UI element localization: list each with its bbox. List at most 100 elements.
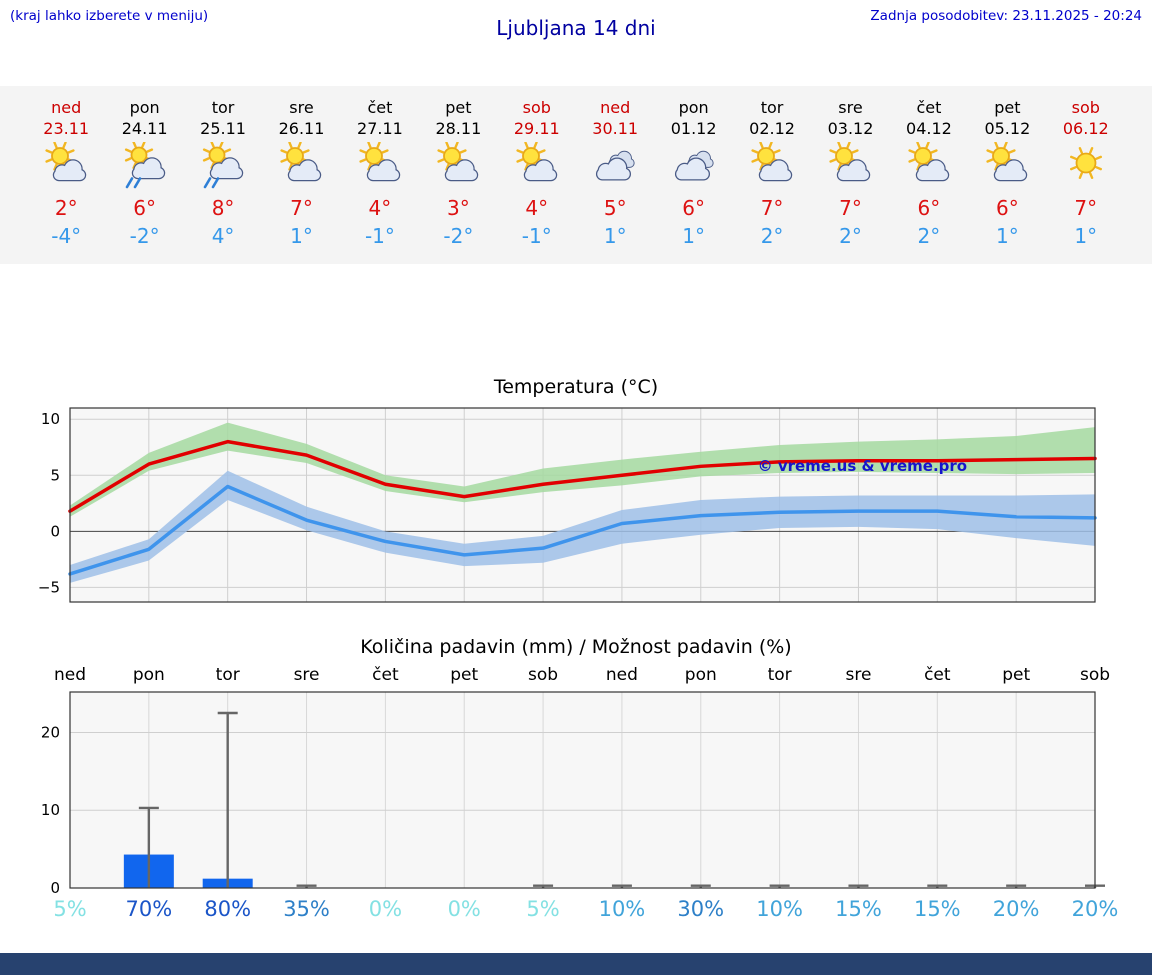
day-max-temp: 4° <box>525 196 549 220</box>
forecast-day[interactable]: tor 02.12 7° 2° <box>733 98 811 248</box>
precip-day-label: sre <box>845 665 871 685</box>
precip-probability: 20% <box>1072 897 1119 921</box>
watermark-link[interactable]: © vreme.us & vreme.pro <box>758 457 968 475</box>
day-max-temp: 5° <box>603 196 627 220</box>
day-min-temp: 1° <box>603 224 627 248</box>
precip-day-label: čet <box>372 665 399 685</box>
temperature-chart: Temperatura (°C) −5 0 5 10 © vreme.us & vrem… <box>0 376 1152 614</box>
day-name: sob <box>522 98 551 117</box>
forecast-days-grid: ned 23.11 2° -4° pon 24.11 6° -2° tor 25.11 8° 4° sr… <box>27 98 1125 248</box>
day-name: pon <box>678 98 709 117</box>
precip-probability: 30% <box>677 897 724 921</box>
partly-cloudy-icon <box>733 140 811 192</box>
day-max-temp: 7° <box>1074 196 1098 220</box>
precip-probability: 5% <box>526 897 559 921</box>
forecast-day[interactable]: sob 29.11 4° -1° <box>498 98 576 248</box>
day-min-temp: -4° <box>51 224 82 248</box>
day-min-temp: 1° <box>682 224 705 248</box>
day-date: 03.12 <box>827 119 874 138</box>
partly-cloudy-icon <box>498 140 576 192</box>
day-max-temp: 8° <box>211 196 235 220</box>
day-date: 27.11 <box>357 119 403 138</box>
day-min-temp: 1° <box>1074 224 1098 248</box>
last-update-text: Zadnja posodobitev: 23.11.2025 - 20:24 <box>870 8 1142 24</box>
precip-probability: 15% <box>835 897 882 921</box>
day-date: 06.12 <box>1062 119 1109 138</box>
precipitation-chart-canvas: ned pon tor sre čet pet sob ned pon tor sre čet pet s… <box>41 665 1119 921</box>
precip-day-label: pon <box>685 665 717 685</box>
min-temp-range-band <box>70 470 1095 583</box>
forecast-day[interactable]: pet 28.11 3° -2° <box>419 98 497 248</box>
day-name: čet <box>916 98 942 117</box>
day-name: pet <box>994 98 1021 117</box>
forecast-day[interactable]: ned 23.11 2° -4° <box>27 98 105 248</box>
day-date: 25.11 <box>200 119 246 138</box>
precipitation-chart: Količina padavin (mm) / Možnost padavin … <box>0 636 1152 924</box>
forecast-day[interactable]: sre 26.11 7° 1° <box>262 98 340 248</box>
partly-cloudy-icon <box>968 140 1046 192</box>
plot-border <box>69 407 1096 603</box>
day-name: sre <box>289 98 314 117</box>
rain-icon <box>184 140 262 192</box>
day-name: ned <box>600 98 631 117</box>
day-date: 30.11 <box>592 119 639 138</box>
forecast-day[interactable]: pet 05.12 6° 1° <box>968 98 1046 248</box>
day-min-temp: 1° <box>995 224 1019 248</box>
forecast-day[interactable]: sre 03.12 7° 2° <box>811 98 889 248</box>
rain-icon <box>105 140 183 192</box>
precip-day-label: sre <box>294 665 320 685</box>
day-max-temp: 6° <box>133 196 156 220</box>
day-max-temp: 4° <box>368 196 392 220</box>
day-max-temp: 7° <box>290 196 313 220</box>
day-min-temp: -2° <box>443 224 474 248</box>
day-date: 05.12 <box>984 119 1031 138</box>
partly-cloudy-icon <box>27 140 105 192</box>
partly-cloudy-icon <box>811 140 889 192</box>
day-date: 24.11 <box>121 119 168 138</box>
day-min-temp: 1° <box>290 224 313 248</box>
precip-day-label: sob <box>1080 665 1110 685</box>
precip-probability: 80% <box>204 897 251 921</box>
day-name: tor <box>760 98 784 117</box>
day-max-temp: 6° <box>682 196 705 220</box>
day-name: tor <box>211 98 235 117</box>
y-tick-label: 10 <box>41 410 60 428</box>
day-date: 29.11 <box>513 119 560 138</box>
precip-probability: 0% <box>448 897 481 921</box>
forecast-day[interactable]: ned 30.11 5° 1° <box>576 98 654 248</box>
day-name: sre <box>838 98 863 117</box>
precip-day-label: pet <box>1002 665 1030 685</box>
forecast-day[interactable]: pon 01.12 6° 1° <box>654 98 732 248</box>
forecast-day[interactable]: pon 24.11 6° -2° <box>105 98 183 248</box>
page-title: Ljubljana 14 dni <box>496 16 656 40</box>
day-name: pon <box>129 98 160 117</box>
day-max-temp: 7° <box>760 196 784 220</box>
precip-probability: 10% <box>599 897 646 921</box>
temperature-chart-title: Temperatura (°C) <box>493 376 659 398</box>
precip-day-label: pon <box>133 665 165 685</box>
cloudy-icon <box>576 140 654 192</box>
day-max-temp: 3° <box>446 196 470 220</box>
day-date: 01.12 <box>670 119 717 138</box>
y-tick-label: 5 <box>50 466 60 484</box>
day-name: ned <box>51 98 82 117</box>
precip-probability: 0% <box>369 897 402 921</box>
precip-day-label: čet <box>924 665 951 685</box>
day-min-temp: 2° <box>839 224 862 248</box>
day-date: 23.11 <box>43 119 90 138</box>
partly-cloudy-icon <box>262 140 340 192</box>
y-tick-label: 20 <box>41 723 60 741</box>
header: (kraj lahko izberete v meniju) Zadnja po… <box>0 0 1152 40</box>
spacer <box>0 264 1152 376</box>
precip-probability: 20% <box>993 897 1040 921</box>
forecast-day[interactable]: čet 27.11 4° -1° <box>341 98 419 248</box>
precip-day-label: tor <box>768 665 792 685</box>
forecast-day[interactable]: sob 06.12 7° 1° <box>1047 98 1125 248</box>
precip-probability: 10% <box>756 897 803 921</box>
precipitation-chart-title: Količina padavin (mm) / Možnost padavin … <box>360 636 792 658</box>
forecast-day[interactable]: čet 04.12 6° 2° <box>890 98 968 248</box>
day-date: 02.12 <box>749 119 795 138</box>
day-name: sob <box>1071 98 1100 117</box>
forecast-day[interactable]: tor 25.11 8° 4° <box>184 98 262 248</box>
y-tick-label: −5 <box>38 578 60 596</box>
